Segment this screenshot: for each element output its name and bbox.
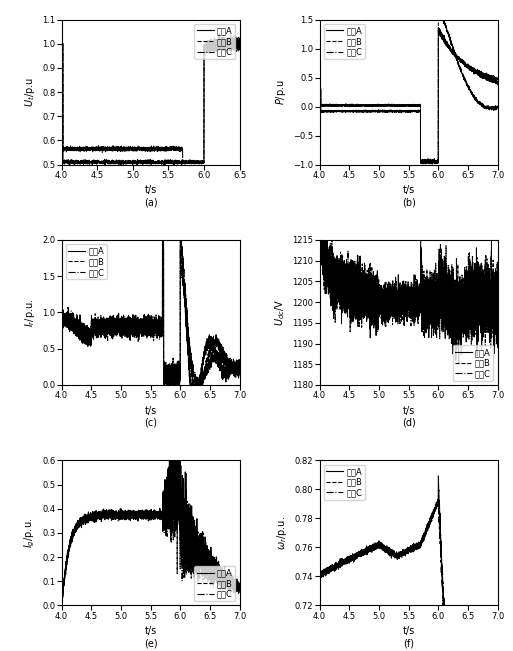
X-axis label: t/s: t/s	[403, 186, 415, 195]
Text: (c): (c)	[144, 417, 157, 428]
Legend: 策略A, 策略B, 策略C: 策略A, 策略B, 策略C	[324, 23, 365, 59]
X-axis label: t/s: t/s	[145, 406, 156, 416]
Y-axis label: $U_{dc}$/V: $U_{dc}$/V	[273, 299, 287, 326]
Text: (d): (d)	[402, 417, 416, 428]
Legend: 策略A, 策略B, 策略C: 策略A, 策略B, 策略C	[194, 23, 235, 59]
Text: (f): (f)	[403, 638, 414, 648]
Y-axis label: $U_t$/p.u: $U_t$/p.u	[23, 77, 36, 107]
X-axis label: t/s: t/s	[145, 626, 156, 636]
Y-axis label: $P$/p.u: $P$/p.u	[274, 79, 288, 105]
X-axis label: t/s: t/s	[403, 626, 415, 636]
Text: (a): (a)	[144, 197, 157, 207]
Legend: 策略A, 策略B, 策略C: 策略A, 策略B, 策略C	[452, 346, 494, 381]
Legend: 策略A, 策略B, 策略C: 策略A, 策略B, 策略C	[66, 244, 107, 279]
Text: (b): (b)	[402, 197, 416, 207]
X-axis label: t/s: t/s	[403, 406, 415, 416]
X-axis label: t/s: t/s	[145, 186, 156, 195]
Y-axis label: $\omega_r$/p.u.: $\omega_r$/p.u.	[275, 516, 289, 550]
Legend: 策略A, 策略B, 策略C: 策略A, 策略B, 策略C	[194, 566, 235, 602]
Y-axis label: $I_g$/p.u.: $I_g$/p.u.	[22, 518, 36, 548]
Y-axis label: $I_r$/p.u.: $I_r$/p.u.	[23, 298, 36, 327]
Text: (e): (e)	[144, 638, 157, 648]
Legend: 策略A, 策略B, 策略C: 策略A, 策略B, 策略C	[324, 465, 365, 500]
